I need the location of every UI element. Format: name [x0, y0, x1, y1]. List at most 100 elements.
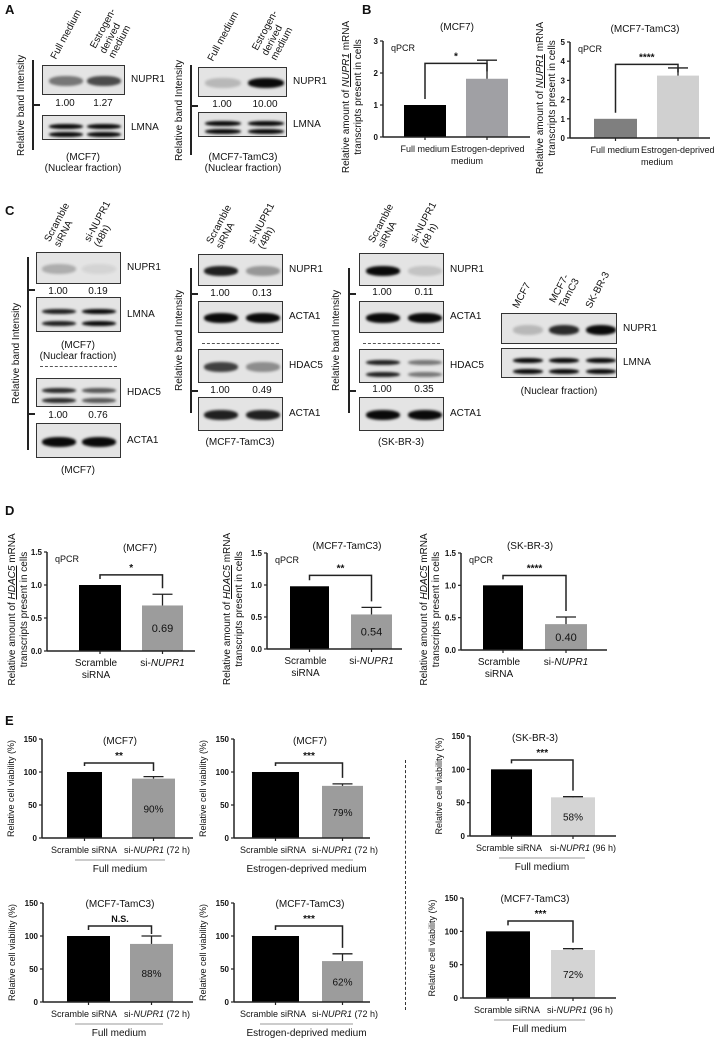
significance-bracket — [87, 925, 153, 934]
y-tick-label: 0 — [34, 998, 39, 1007]
band-intensity-axis — [348, 268, 350, 413]
significance-bracket — [424, 62, 488, 99]
protein-band — [408, 360, 442, 366]
blot-lmna — [501, 348, 617, 378]
significance-marker: *** — [303, 751, 315, 762]
bar-value-label: 62% — [332, 978, 352, 989]
y-axis-label-line2: transcripts present in cells — [234, 551, 245, 667]
blot-acta1 — [359, 301, 444, 333]
bar — [322, 961, 363, 1002]
protein-band — [408, 372, 442, 378]
bar — [491, 769, 532, 836]
x-tick-label: si-NUPR1 — [544, 657, 588, 668]
significance-bracket — [83, 762, 155, 771]
caption-line: (SK-BR-3) — [377, 437, 425, 448]
y-axis-label: Relative cell viability (%) — [434, 737, 444, 834]
bar — [142, 605, 183, 651]
panel-label-e: E — [5, 713, 14, 728]
bar-value-label: 0.69 — [152, 623, 173, 635]
protein-label: HDAC5 — [289, 360, 323, 371]
axis-tick — [190, 293, 198, 295]
protein-band — [49, 123, 83, 129]
bar — [486, 931, 530, 998]
axis-tick — [27, 413, 35, 415]
band-quantification: 0.11 — [414, 287, 434, 298]
y-tick-label: 100 — [452, 765, 466, 774]
x-tick-label: medium — [451, 156, 483, 166]
blot-caption: (MCF7) — [61, 465, 95, 476]
bar-value-label: 72% — [563, 970, 583, 981]
bar — [594, 118, 637, 138]
x-tick-label: Scramble — [284, 656, 327, 667]
chart-e6: 72% 0 50 100 150 Scramble siRNA si-NUPR1 (96 h… — [427, 894, 616, 1035]
bar — [466, 78, 508, 137]
blot-lmna — [36, 297, 121, 332]
y-axis-label: Relative cell viability (%) — [198, 740, 208, 837]
protein-label: HDAC5 — [127, 386, 161, 398]
bar-value-label: 79% — [332, 808, 352, 819]
y-tick-label: 3 — [561, 76, 566, 85]
protein-label: NUPR1 — [131, 74, 165, 85]
blot-acta1 — [198, 397, 283, 431]
y-tick-label: 1.5 — [31, 548, 43, 557]
y-tick-label: 0.5 — [445, 614, 457, 623]
bar — [132, 778, 175, 838]
bar-value-label: 88% — [141, 969, 161, 980]
protein-label: LMNA — [127, 308, 155, 320]
y-tick-label: 50 — [220, 965, 229, 974]
protein-band — [408, 265, 442, 276]
significance-marker: *** — [303, 914, 315, 925]
y-tick-label: 150 — [216, 735, 230, 744]
bar — [252, 936, 299, 1002]
protein-band — [82, 308, 116, 314]
chart-b2: 0 1 2 3 4 5 Full medium Estrogen-deprived medium… — [535, 22, 715, 175]
y-tick-label: 1 — [374, 101, 379, 110]
blot-lmna — [198, 112, 287, 137]
protein-label: NUPR1 — [289, 264, 323, 275]
protein-label: NUPR1 — [127, 262, 161, 273]
protein-band — [42, 387, 76, 393]
y-tick-label: 0 — [33, 834, 38, 843]
protein-band — [366, 313, 400, 323]
x-tick-label: si-NUPR1 (72 h) — [312, 845, 378, 855]
blot-acta1 — [36, 423, 121, 458]
x-tick-label: siRNA — [82, 670, 111, 681]
protein-band — [246, 362, 280, 372]
protein-band — [87, 132, 121, 138]
chart-title: (MCF7) — [440, 22, 474, 33]
panel-label-d: D — [5, 503, 15, 518]
protein-band — [49, 76, 83, 86]
significance-marker: **** — [527, 563, 543, 574]
chart-title: (MCF7) — [293, 736, 327, 747]
group-label: Full medium — [92, 1028, 146, 1039]
protein-label: ACTA1 — [450, 408, 482, 419]
blot-caption: (Nuclear fraction) — [521, 386, 598, 397]
significance-marker: **** — [639, 52, 655, 63]
protein-band — [42, 264, 76, 274]
protein-band — [49, 132, 83, 138]
x-tick-label: Scramble siRNA — [240, 1009, 306, 1019]
y-tick-label: 100 — [445, 927, 459, 936]
y-tick-label: 100 — [216, 932, 230, 941]
protein-band — [248, 129, 284, 135]
protein-band — [42, 320, 76, 326]
x-tick-label: Full medium — [590, 145, 639, 155]
y-axis-label: Relative amount of NUPR1 mRNA — [535, 22, 546, 175]
protein-band — [366, 265, 400, 276]
y-tick-label: 150 — [452, 732, 466, 741]
chart-e1: 90% 0 50 100 150 Scramble siRNA si-NUPR1 (72 h… — [6, 735, 193, 875]
protein-band — [548, 358, 580, 363]
y-tick-label: 150 — [25, 899, 39, 908]
protein-band — [82, 264, 116, 274]
y-tick-label: 50 — [456, 799, 465, 808]
bar — [322, 785, 363, 838]
y-axis-label-line2: transcripts present in cells — [19, 552, 30, 668]
significance-marker: * — [129, 563, 133, 574]
qpcr-note: qPCR — [275, 555, 300, 565]
bar — [67, 936, 110, 1002]
bar — [67, 772, 102, 838]
y-tick-label: 100 — [24, 768, 38, 777]
protein-band — [204, 410, 238, 420]
protein-band — [408, 313, 442, 323]
chart-e4: 88% 0 50 100 150 Scramble siRNA si-NUPR1 (72 h… — [7, 899, 193, 1039]
